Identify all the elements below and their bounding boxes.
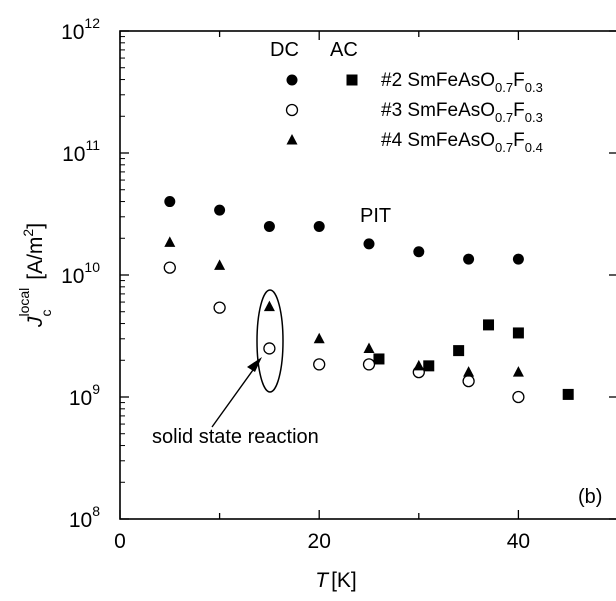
pit-annotation: PIT bbox=[360, 205, 391, 227]
data-point bbox=[263, 300, 275, 312]
data-point bbox=[512, 253, 524, 265]
data-point bbox=[453, 345, 465, 357]
legend-label: #4 SmFeAsO0.7F0.4 bbox=[381, 130, 543, 155]
y-tick-label: 109 bbox=[69, 381, 100, 410]
data-point bbox=[413, 246, 425, 258]
data-point bbox=[462, 374, 475, 388]
x-tick-label: 40 bbox=[507, 530, 530, 553]
data-point bbox=[463, 366, 475, 377]
solid-state-highlight-ellipse bbox=[256, 289, 284, 393]
legend-header-ac: AC bbox=[330, 39, 358, 61]
y-tick-label: 1012 bbox=[61, 15, 100, 44]
axis-ticks bbox=[119, 30, 616, 520]
y-tick-label: 1011 bbox=[62, 137, 100, 166]
y-axis-label: Jclocal[A/m2] bbox=[16, 223, 54, 328]
data-point bbox=[362, 358, 376, 371]
legend: DC AC #2 SmFeAsO0.7F0.3 #3 SmFeAsO0.7F0.3… bbox=[270, 39, 543, 155]
legend-marker-ac bbox=[346, 74, 358, 86]
legend-header-dc: DC bbox=[270, 39, 299, 61]
data-point bbox=[463, 253, 475, 265]
data-point bbox=[512, 390, 525, 404]
x-tick-labels: 0 20 40 bbox=[114, 530, 530, 553]
data-point bbox=[512, 366, 524, 377]
annotation-arrow-line bbox=[211, 362, 259, 428]
x-tick-label: 20 bbox=[308, 530, 331, 553]
data-point bbox=[164, 236, 176, 247]
data-point bbox=[214, 204, 226, 216]
data-point bbox=[423, 360, 435, 372]
annotation-arrowhead bbox=[247, 357, 262, 372]
legend-marker-dc bbox=[285, 103, 299, 117]
legend-marker-dc bbox=[286, 134, 298, 145]
data-point bbox=[562, 388, 574, 400]
data-point bbox=[164, 196, 176, 208]
data-point bbox=[363, 342, 375, 353]
data-point bbox=[263, 220, 275, 232]
data-point bbox=[263, 342, 276, 355]
data-point bbox=[313, 220, 325, 232]
legend-entries: #2 SmFeAsO0.7F0.3 #3 SmFeAsO0.7F0.3 #4 SmF… bbox=[285, 70, 543, 155]
y-tick-label: 108 bbox=[69, 503, 100, 532]
y-tick-labels: 108 109 1010 1011 1012 bbox=[61, 15, 100, 532]
solid-state-annotation: solid state reaction bbox=[152, 426, 319, 448]
x-tick-label: 0 bbox=[114, 530, 126, 553]
data-point bbox=[512, 327, 524, 339]
legend-label: #2 SmFeAsO0.7F0.3 bbox=[381, 70, 543, 95]
data-point bbox=[163, 261, 176, 274]
data-point bbox=[413, 359, 425, 371]
data-marks bbox=[163, 196, 574, 404]
panel-label: (b) bbox=[578, 486, 602, 508]
legend-label: #3 SmFeAsO0.7F0.3 bbox=[381, 100, 543, 125]
y-tick-label: 1010 bbox=[61, 259, 100, 288]
x-axis-label: T [K] bbox=[315, 569, 357, 592]
data-point bbox=[313, 358, 326, 371]
legend-marker-dc bbox=[286, 74, 298, 86]
data-point bbox=[214, 259, 226, 270]
data-point bbox=[363, 238, 375, 250]
data-point bbox=[483, 319, 495, 331]
data-point bbox=[213, 301, 226, 314]
data-point bbox=[373, 353, 385, 365]
data-point bbox=[313, 332, 325, 344]
